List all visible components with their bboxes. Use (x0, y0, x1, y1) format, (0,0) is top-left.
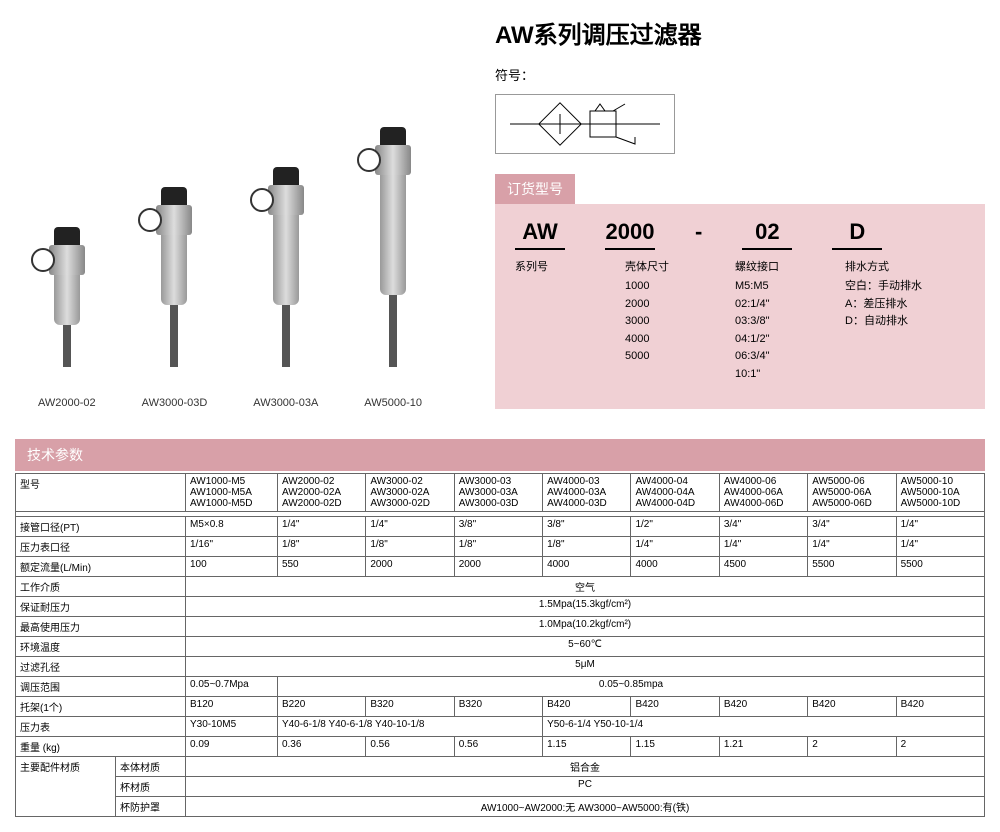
order-column: 排水方式空白：手动排水A：差压排水D：自动排水 (845, 258, 925, 384)
table-row: 接管口径(PT)M5×0.81/4"1/4"3/8"3/8"1/2"3/4"3/… (16, 516, 985, 536)
table-row: 托架(1个)B120B220B320B320B420B420B420B420B4… (16, 696, 985, 716)
order-part: 2000 (605, 219, 655, 250)
product-label: AW3000-03A (253, 397, 318, 409)
spec-table: 型号AW1000-M5AW1000-M5AAW1000-M5DAW2000-02… (15, 473, 985, 817)
product-item: AW5000-10 (364, 127, 422, 409)
product-item: AW3000-03D (142, 187, 208, 409)
order-column: 系列号 (515, 258, 595, 384)
product-label: AW2000-02 (38, 397, 96, 409)
spec-header: 技术参数 (15, 439, 985, 471)
table-row: 过滤孔径5μM (16, 656, 985, 676)
table-row: 保证耐压力1.5Mpa(15.3kgf/cm²) (16, 596, 985, 616)
table-row: 工作介质空气 (16, 576, 985, 596)
symbol-label: 符号： (495, 65, 985, 84)
table-row: 重量 (kg)0.090.360.560.561.151.151.2122 (16, 736, 985, 756)
order-header: 订货型号 (495, 174, 575, 204)
table-row: 环境温度5~60℃ (16, 636, 985, 656)
table-row: 调压范围0.05~0.7Mpa0.05~0.85mpa (16, 676, 985, 696)
order-code-box: AW 2000 - 02 D 系列号壳体尺寸10002000300040005000 螺纹… (495, 204, 985, 409)
product-item: AW2000-02 (38, 227, 96, 409)
page-title: AW系列调压过滤器 (495, 15, 985, 50)
product-label: AW5000-10 (364, 397, 422, 409)
table-row: 压力表Y30-10M5Y40-6-1/8 Y40-6-1/8 Y40-10-1/… (16, 716, 985, 736)
table-row: 额定流量(L/Min)10055020002000400040004500550… (16, 556, 985, 576)
order-part: D (832, 219, 882, 250)
order-part: AW (515, 219, 565, 250)
order-column: 壳体尺寸10002000300040005000 (625, 258, 705, 384)
order-part: 02 (742, 219, 792, 250)
table-row: 杯材质PC (16, 776, 985, 796)
product-label: AW3000-03D (142, 397, 208, 409)
symbol-diagram (495, 94, 675, 154)
table-row: 主要配件材质本体材质铝合金 (16, 756, 985, 776)
order-column: 螺纹接口M5:M502:1/4"03:3/8"04:1/2"06:3/4"10:… (735, 258, 815, 384)
order-part: - (695, 219, 702, 250)
product-item: AW3000-03A (253, 167, 318, 409)
table-row: 杯防护罩AW1000~AW2000:无 AW3000~AW5000:有(铁) (16, 796, 985, 816)
table-row: 压力表口径1/16"1/8"1/8"1/8"1/8"1/4"1/4"1/4"1/… (16, 536, 985, 556)
table-row: 最高使用压力1.0Mpa(10.2kgf/cm²) (16, 616, 985, 636)
table-row: 型号AW1000-M5AW1000-M5AAW1000-M5DAW2000-02… (16, 473, 985, 511)
product-images: AW2000-02 AW3000-03D AW3000-03A AW5000-1… (15, 15, 445, 409)
